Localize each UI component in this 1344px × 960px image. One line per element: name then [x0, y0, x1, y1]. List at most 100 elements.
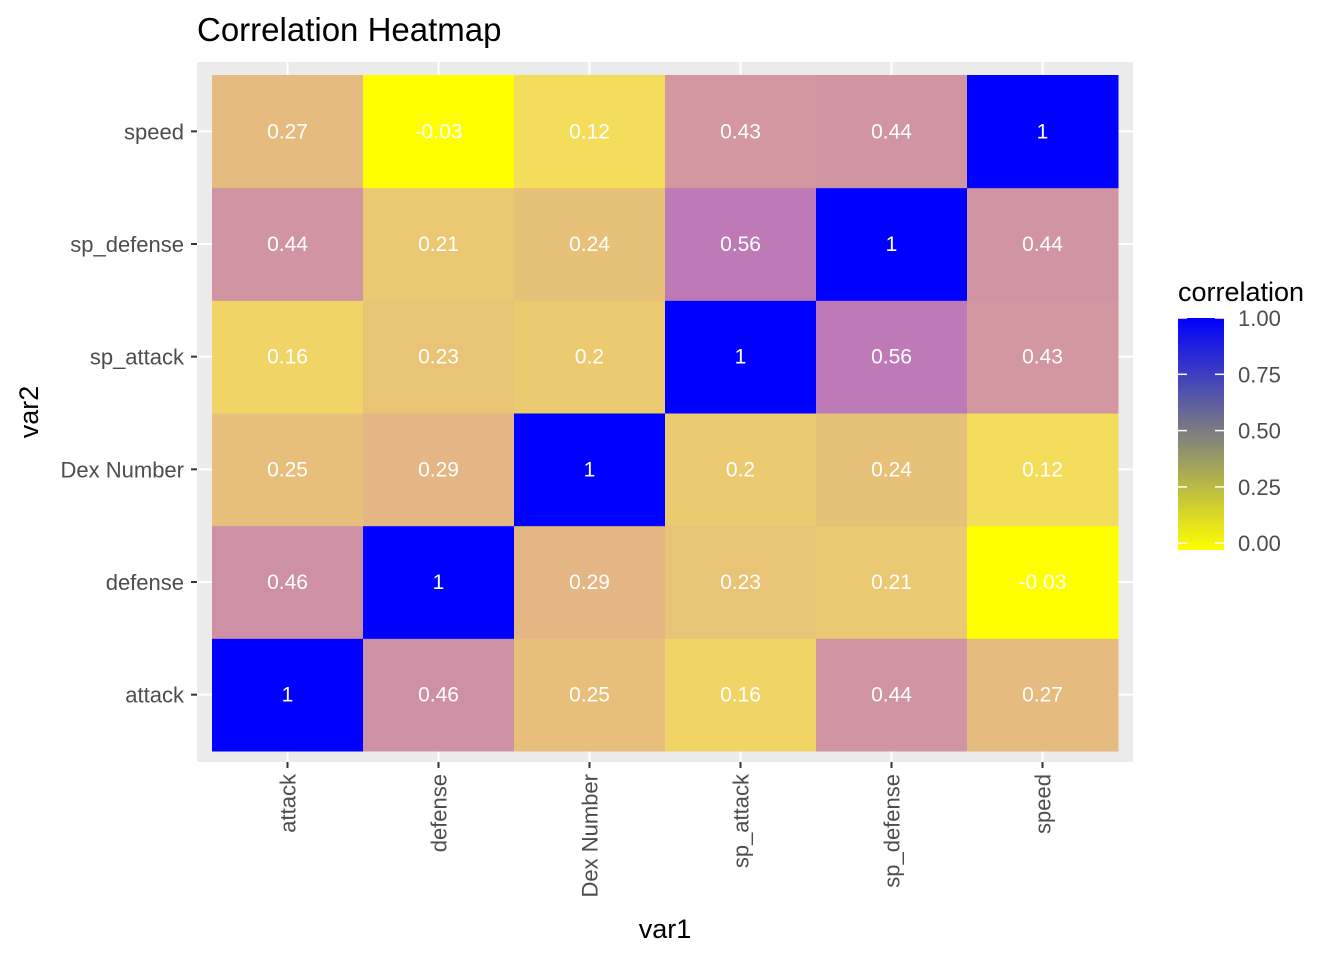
heatmap-cell: [967, 413, 1119, 527]
heatmap-cell: [212, 413, 364, 527]
cell-value-label: 0.44: [871, 120, 912, 143]
cell-value-label: 0.23: [720, 571, 761, 594]
legend-tick-label: 0.25: [1238, 475, 1281, 500]
y-axis-title: var2: [14, 386, 44, 439]
cell-value-label: 0.46: [267, 571, 308, 594]
x-axis-title: var1: [639, 914, 692, 944]
legend-tick-label: 0.00: [1238, 531, 1281, 556]
heatmap-cell: [665, 300, 817, 414]
x-tick-label: sp_attack: [729, 773, 754, 868]
heatmap-cell: [363, 638, 515, 752]
cell-value-label: 0.46: [418, 684, 459, 707]
heatmap-cell: [665, 638, 817, 752]
cell-value-label: 0.44: [267, 233, 308, 256]
y-tick-label: attack: [125, 683, 185, 708]
heatmap-cell: [212, 525, 364, 639]
legend-tick-label: 1.00: [1238, 306, 1281, 331]
heatmap-cell: [514, 413, 666, 527]
chart-title: Correlation Heatmap: [197, 11, 501, 48]
x-tick-label: sp_defense: [880, 774, 905, 888]
heatmap-cell-labels: 1 0.46 0.25 0.16 0.44 0.270.46 1 0.29 0.23 0.21 -0…: [267, 120, 1066, 706]
cell-value-label: 0.25: [267, 458, 308, 481]
heatmap-cell: [665, 187, 817, 301]
cell-value-label: 0.21: [418, 233, 459, 256]
heatmap-cell: [514, 187, 666, 301]
cell-value-label: 0.29: [418, 458, 459, 481]
heatmap-cell: [363, 300, 515, 414]
cell-value-label: -0.03: [1019, 571, 1067, 594]
heatmap-cells: [212, 75, 1119, 752]
y-axis: attack defense Dex Number sp_attack sp_defen…: [61, 119, 197, 708]
y-tick-label: speed: [124, 119, 184, 144]
cell-value-label: 0.56: [720, 233, 761, 256]
heatmap-cell: [363, 75, 515, 189]
legend-title: correlation: [1178, 277, 1304, 307]
heatmap-cell: [665, 525, 817, 639]
color-legend: correlation 1.00 0.75 0.50 0.25 0.00: [1178, 277, 1304, 556]
heatmap-cell: [514, 300, 666, 414]
x-axis: attack defense Dex Number sp_attack sp_defen…: [276, 762, 1056, 897]
x-tick-label: defense: [427, 774, 452, 852]
cell-value-label: 0.12: [1022, 458, 1063, 481]
heatmap-cell: [816, 525, 968, 639]
legend-ticks: 1.00 0.75 0.50 0.25 0.00: [1178, 306, 1281, 556]
heatmap-cell: [816, 413, 968, 527]
heatmap-cell: [665, 75, 817, 189]
cell-value-label: 1: [886, 233, 898, 256]
cell-value-label: 0.27: [267, 120, 308, 143]
heatmap-cell: [514, 525, 666, 639]
cell-value-label: 0.56: [871, 346, 912, 369]
heatmap-cell: [212, 187, 364, 301]
heatmap-cell: [665, 413, 817, 527]
x-tick-label: Dex Number: [578, 774, 603, 897]
cell-value-label: 0.21: [871, 571, 912, 594]
heatmap-cell: [363, 413, 515, 527]
heatmap-cell: [816, 300, 968, 414]
y-tick-label: sp_defense: [70, 232, 184, 257]
x-tick-label: speed: [1031, 774, 1056, 834]
heatmap-cell: [363, 187, 515, 301]
heatmap-cell: [514, 75, 666, 189]
heatmap-cell: [967, 187, 1119, 301]
cell-value-label: 1: [433, 571, 445, 594]
y-tick-label: defense: [106, 570, 184, 595]
heatmap-cell: [967, 638, 1119, 752]
legend-tick-label: 0.50: [1238, 419, 1281, 444]
cell-value-label: 1: [1037, 120, 1049, 143]
heatmap-cell: [967, 525, 1119, 639]
cell-value-label: 0.16: [267, 346, 308, 369]
heatmap-cell: [816, 638, 968, 752]
cell-value-label: 0.44: [871, 684, 912, 707]
x-tick-label: attack: [276, 773, 301, 833]
cell-value-label: 0.43: [1022, 346, 1063, 369]
cell-value-label: 0.25: [569, 684, 610, 707]
cell-value-label: 0.29: [569, 571, 610, 594]
cell-value-label: 1: [735, 346, 747, 369]
cell-value-label: 0.23: [418, 346, 459, 369]
cell-value-label: 0.43: [720, 120, 761, 143]
cell-value-label: 0.2: [575, 346, 604, 369]
heatmap-cell: [816, 75, 968, 189]
heatmap-cell: [212, 75, 364, 189]
legend-colorbar: [1178, 318, 1224, 550]
cell-value-label: 0.27: [1022, 684, 1063, 707]
heatmap-cell: [212, 638, 364, 752]
cell-value-label: 0.24: [871, 458, 912, 481]
heatmap-cell: [816, 187, 968, 301]
y-tick-label: sp_attack: [90, 345, 185, 370]
cell-value-label: 0.12: [569, 120, 610, 143]
heatmap-cell: [514, 638, 666, 752]
cell-value-label: 0.24: [569, 233, 610, 256]
cell-value-label: 0.44: [1022, 233, 1063, 256]
heatmap-cell: [967, 75, 1119, 189]
heatmap-cell: [212, 300, 364, 414]
cell-value-label: -0.03: [415, 120, 463, 143]
cell-value-label: 1: [584, 458, 596, 481]
cell-value-label: 0.2: [726, 458, 755, 481]
cell-value-label: 1: [282, 684, 294, 707]
heatmap-cell: [363, 525, 515, 639]
legend-tick-label: 0.75: [1238, 362, 1281, 387]
heatmap-cell: [967, 300, 1119, 414]
y-tick-label: Dex Number: [61, 457, 184, 482]
